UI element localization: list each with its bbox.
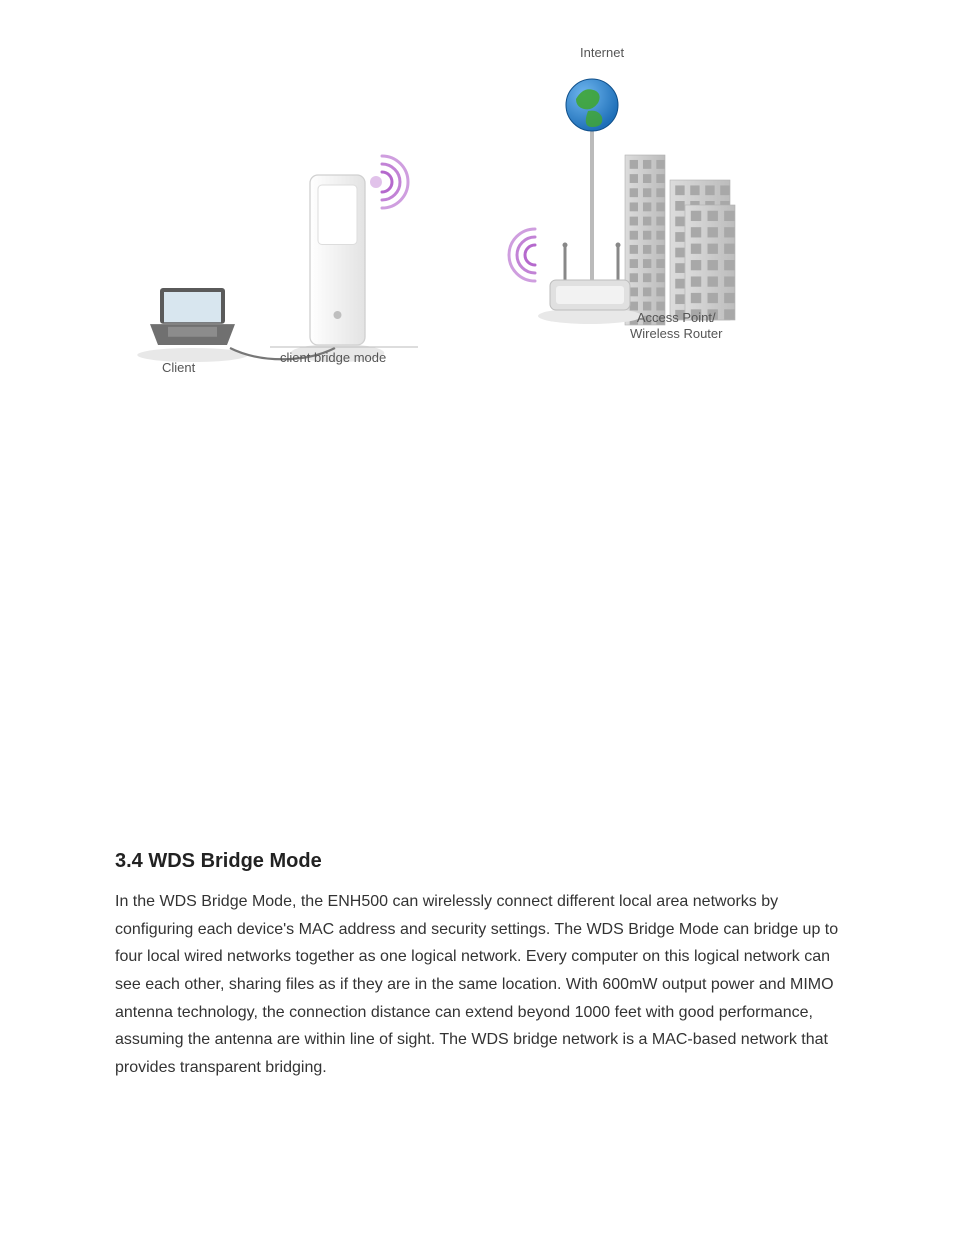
section-heading: 3.4 WDS Bridge Mode [115,850,322,873]
diagram-svg [130,50,770,410]
bridge-mode-label: client bridge mode [280,350,386,365]
network-diagram: Internet Client client bridge mode Acces… [130,50,770,400]
section-body: In the WDS Bridge Mode, the ENH500 can w… [115,888,843,1082]
document-page: Internet Client client bridge mode Acces… [0,0,954,1235]
internet-label: Internet [580,45,624,60]
access-point-label: Access Point/ Wireless Router [630,310,722,343]
client-label: Client [162,360,195,375]
